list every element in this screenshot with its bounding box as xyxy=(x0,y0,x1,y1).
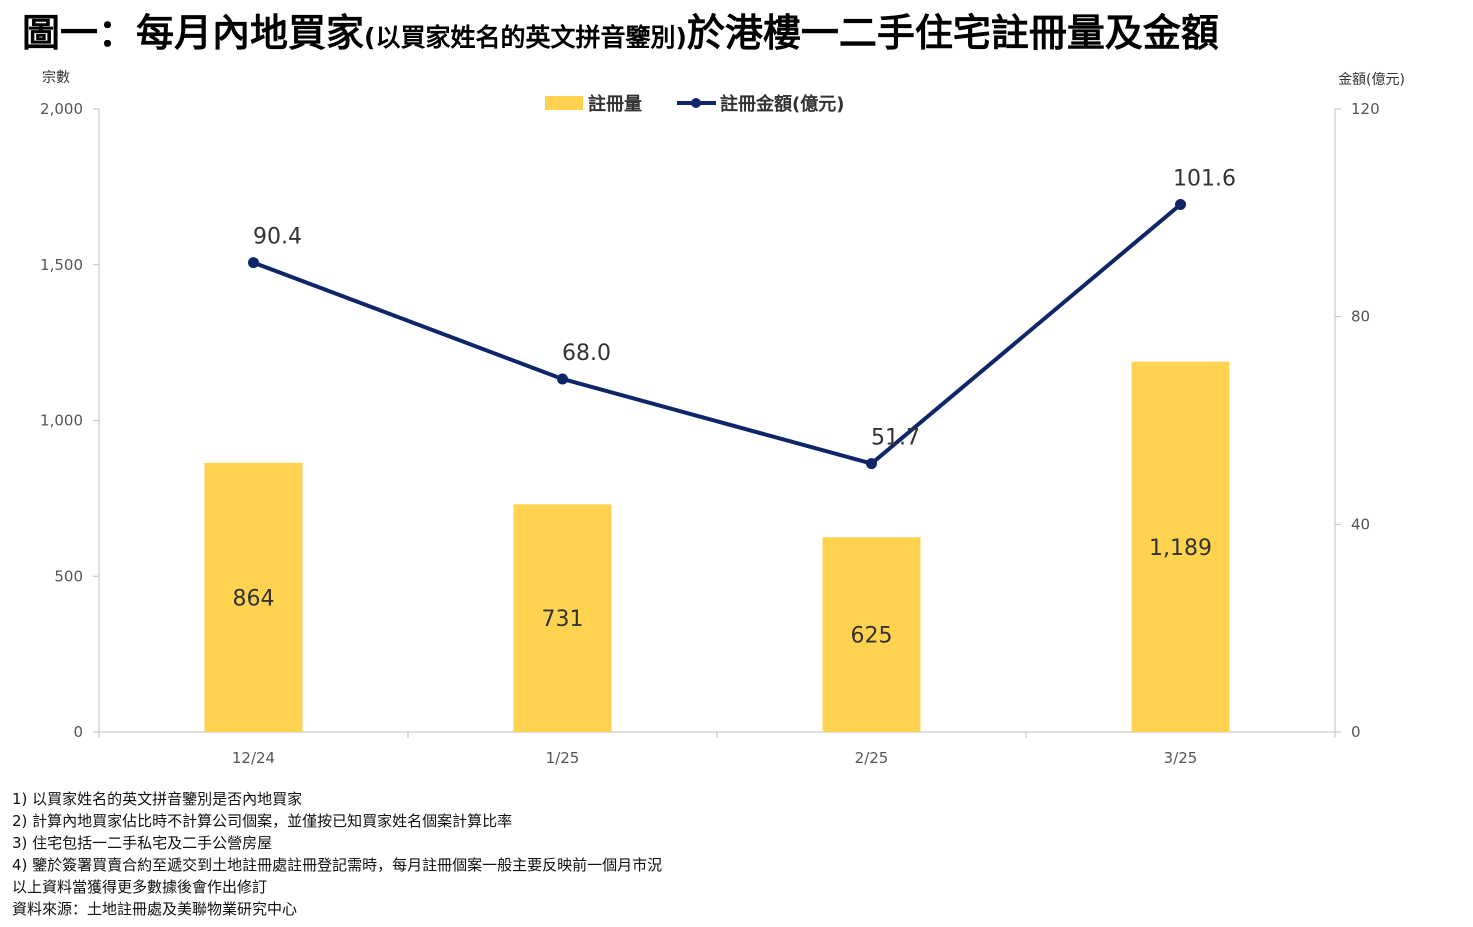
footnote-1: 1) 以買家姓名的英文拼音鑒別是否內地買家 xyxy=(12,790,303,808)
line-value-label: 101.6 xyxy=(1173,167,1236,192)
bar xyxy=(513,504,612,732)
legend-swatch-line-marker xyxy=(691,98,701,108)
x-axis-tick-label: 3/25 xyxy=(1164,749,1198,767)
chart-title: 圖一：每月內地買家(以買家姓名的英文拼音鑒別)於港樓一二手住宅註冊量及金額 xyxy=(22,6,1462,68)
bar-series xyxy=(204,361,1230,732)
line-path xyxy=(252,202,1182,466)
footnote-source: 資料來源：土地註冊處及美聯物業研究中心 xyxy=(12,900,298,918)
left-axis-title: 宗數 xyxy=(42,70,70,86)
x-axis-tick-label: 1/25 xyxy=(546,749,580,767)
line-value-label: 68.0 xyxy=(562,341,611,366)
legend-label-line: 註冊金額(億元) xyxy=(720,93,844,115)
line-value-label: 90.4 xyxy=(253,225,302,250)
footnote-revision: 以上資料當獲得更多數據後會作出修訂 xyxy=(12,878,268,896)
right-axis-tick-label: 0 xyxy=(1351,723,1361,741)
axes: 0 500 1,000 1,500 2,000 0 40 80 120 12/24 1/25 2/25… xyxy=(40,70,1405,767)
left-axis-tick-label: 1,500 xyxy=(40,256,83,274)
right-axis-tick-label: 80 xyxy=(1351,308,1370,326)
legend: 註冊量 註冊金額(億元) xyxy=(545,93,844,115)
line-point xyxy=(248,257,259,269)
bar xyxy=(204,462,303,732)
combo-chart: 0 500 1,000 1,500 2,000 0 40 80 120 12/24 1/25 2/25… xyxy=(40,70,1405,767)
bar xyxy=(822,537,921,732)
line-point xyxy=(866,458,877,470)
bar-value-label: 731 xyxy=(542,607,584,632)
footnotes: 1) 以買家姓名的英文拼音鑒別是否內地買家 2) 計算內地買家佔比時不計算公司個… xyxy=(12,788,1112,920)
title-subtitle: (以買家姓名的英文拼音鑒別) xyxy=(364,23,687,52)
title-main-end: 於港樓一二手住宅註冊量及金額 xyxy=(686,11,1219,55)
x-axis-tick-label: 12/24 xyxy=(232,749,275,767)
bar-value-label: 625 xyxy=(851,624,893,649)
bar xyxy=(1131,361,1230,732)
line-point xyxy=(1175,199,1186,211)
left-axis-tick-label: 2,000 xyxy=(40,100,83,118)
footnote-4: 4) 鑒於簽署買賣合約至遞交到土地註冊處註冊登記需時，每月註冊個案一般主要反映前… xyxy=(12,856,663,874)
bar-value-label: 864 xyxy=(233,586,275,611)
right-axis-tick-label: 120 xyxy=(1351,100,1380,118)
line-series xyxy=(248,199,1186,470)
right-axis-title: 金額(億元) xyxy=(1338,72,1405,88)
line-point xyxy=(557,373,568,385)
legend-swatch-bar xyxy=(545,96,583,110)
left-axis-tick-label: 1,000 xyxy=(40,412,83,430)
bar-value-label: 1,189 xyxy=(1149,536,1212,561)
left-axis-tick-label: 0 xyxy=(73,723,83,741)
legend-label-bar: 註冊量 xyxy=(588,93,642,115)
x-axis-tick-label: 2/25 xyxy=(855,749,889,767)
right-axis-tick-label: 40 xyxy=(1351,515,1370,533)
left-axis-tick-label: 500 xyxy=(54,567,83,585)
line-value-label: 51.7 xyxy=(871,426,920,451)
title-main-start: 圖一：每月內地買家 xyxy=(22,11,365,55)
footnote-3: 3) 住宅包括一二手私宅及二手公營房屋 xyxy=(12,834,273,852)
data-labels: 864 731 625 1,189 90.4 68.0 51.7 101.6 xyxy=(233,167,1236,649)
footnote-2: 2) 計算內地買家佔比時不計算公司個案，並僅按已知買家姓名個案計算比率 xyxy=(12,812,513,830)
